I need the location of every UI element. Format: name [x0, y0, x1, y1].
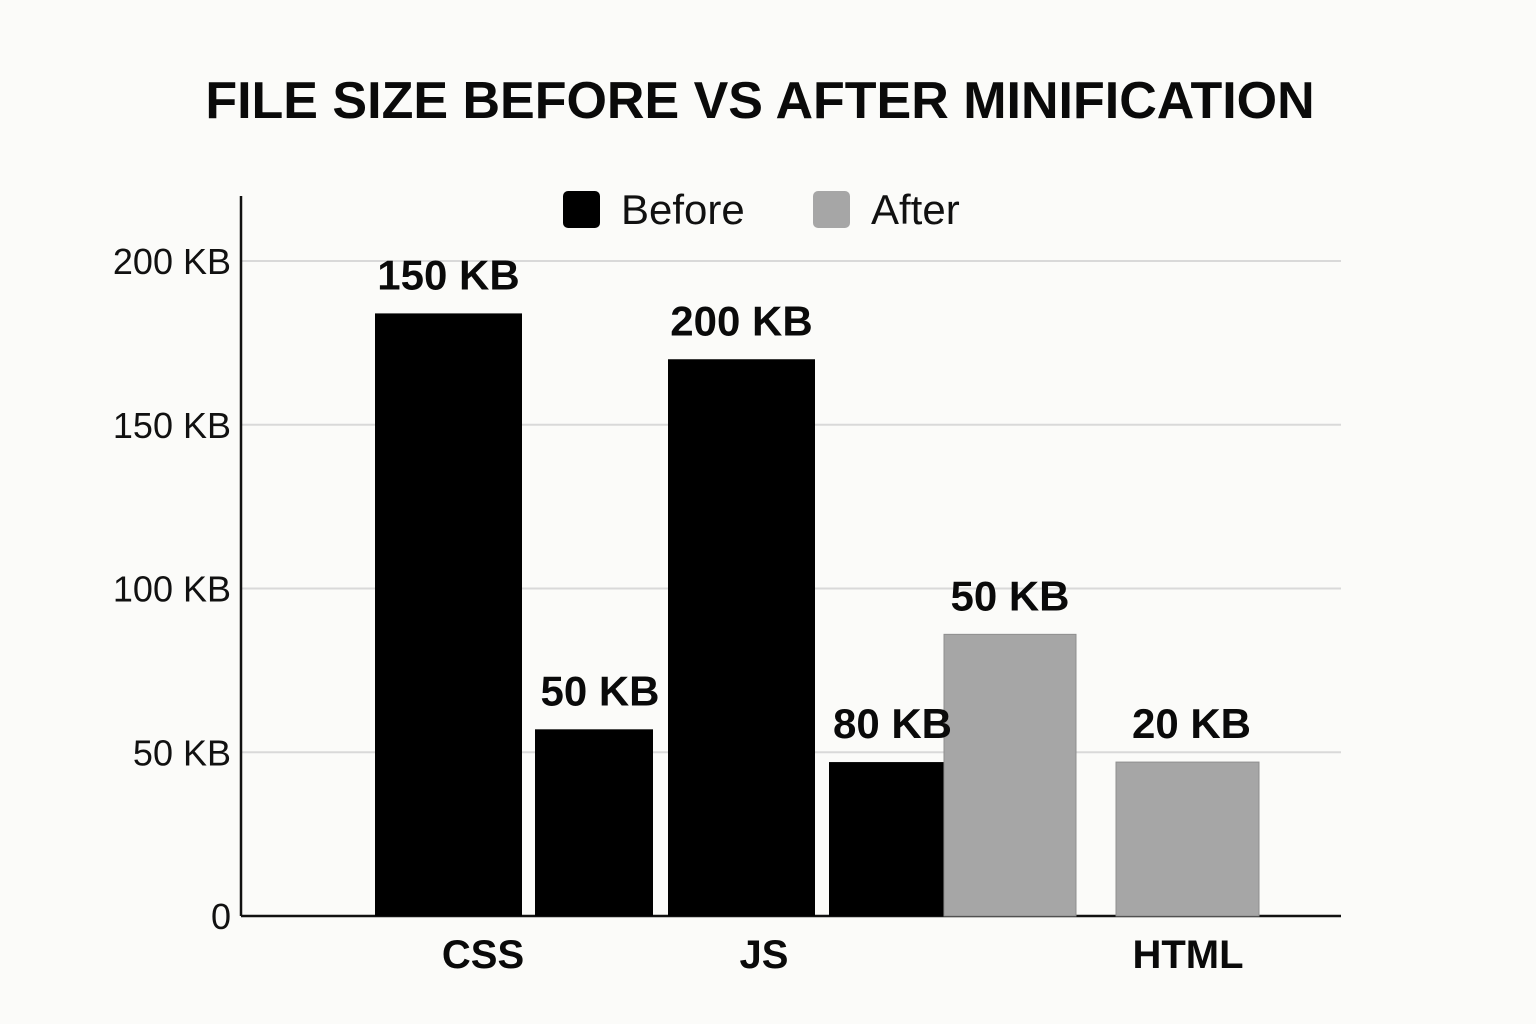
- x-category-label: HTML: [1132, 933, 1243, 977]
- chart-title: FILE SIZE BEFORE VS AFTER MINIFICATION: [205, 72, 1314, 130]
- bar-value-label: 150 KB: [377, 251, 519, 298]
- bar-value-label: 200 KB: [670, 297, 812, 344]
- bar-labels: 150 KB 50 KB 200 KB 80 KB 50 KB 20 KB: [377, 251, 1251, 747]
- bar-html-after: [1115, 761, 1260, 917]
- legend-swatch-after: [813, 191, 850, 228]
- x-axis-categories: CSS JS HTML: [442, 933, 1244, 977]
- legend-swatch-before: [563, 191, 600, 228]
- legend: Before After: [563, 186, 960, 233]
- bar-value-label: 50 KB: [950, 572, 1069, 619]
- bar-css-before: [375, 313, 522, 916]
- y-tick-label: 150 KB: [113, 405, 231, 446]
- bar-value-label: 20 KB: [1132, 700, 1251, 747]
- bar-value-label: 50 KB: [540, 667, 659, 714]
- bar-value-label: 80 KB: [833, 700, 952, 747]
- y-tick-label: 100 KB: [113, 569, 231, 610]
- legend-label-before: Before: [621, 186, 745, 233]
- bar-js-after: [943, 633, 1077, 917]
- x-category-label: CSS: [442, 933, 524, 977]
- legend-label-after: After: [871, 186, 960, 233]
- y-axis-ticks: 0 50 KB 100 KB 150 KB 200 KB: [113, 241, 231, 937]
- bars: [375, 313, 1260, 917]
- bar-js-before: [829, 762, 944, 916]
- y-tick-label: 0: [211, 896, 231, 937]
- bar-js-before: [668, 359, 815, 916]
- y-tick-label: 50 KB: [133, 732, 231, 773]
- bar-css-before: [535, 729, 653, 916]
- x-category-label: JS: [740, 933, 789, 977]
- y-tick-label: 200 KB: [113, 241, 231, 282]
